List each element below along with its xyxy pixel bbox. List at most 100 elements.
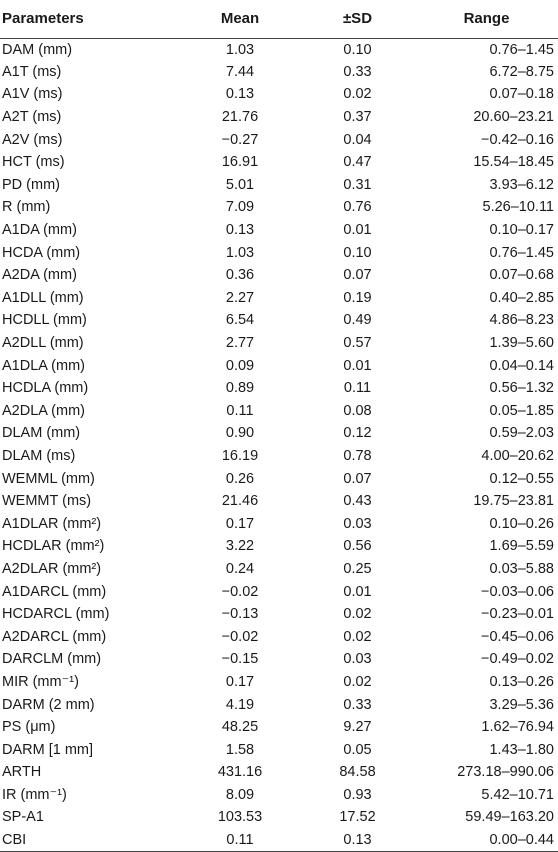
cell-parameter: ARTH xyxy=(2,764,42,781)
cell-range: 20.60–23.21 xyxy=(473,109,554,126)
cell-parameter: A1DA (mm) xyxy=(2,222,77,239)
cell-parameter: WEMML (mm) xyxy=(2,470,95,487)
cell-mean: 7.09 xyxy=(225,199,255,216)
cell-parameter: A2V (ms) xyxy=(2,131,63,148)
cell-range: 4.86–8.23 xyxy=(489,312,554,329)
cell-mean: 0.89 xyxy=(225,380,255,397)
cell-sd: 0.25 xyxy=(343,560,372,577)
table-row: PS (μm) 48.25 9.27 1.62–76.94 xyxy=(0,716,558,739)
cell-sd: 0.03 xyxy=(343,515,372,532)
cell-parameter: HCDLA (mm) xyxy=(2,380,89,397)
cell-parameter: HCDLAR (mm²) xyxy=(2,538,105,555)
cell-sd: 84.58 xyxy=(339,764,376,781)
table-row: CBI 0.11 0.13 0.00–0.44 xyxy=(0,828,558,852)
table-row: HCDA (mm) 1.03 0.10 0.76–1.45 xyxy=(0,241,558,264)
cell-parameter: R (mm) xyxy=(2,199,51,216)
table-row: A2DA (mm) 0.36 0.07 0.07–0.68 xyxy=(0,264,558,287)
cell-sd: 0.43 xyxy=(343,493,372,510)
cell-mean: 8.09 xyxy=(225,786,255,803)
cell-mean: 6.54 xyxy=(225,312,255,329)
cell-parameter: A1DLL (mm) xyxy=(2,289,84,306)
cell-mean: 2.27 xyxy=(225,289,255,306)
table-row: A1V (ms) 0.13 0.02 0.07–0.18 xyxy=(0,83,558,106)
header-mean: Mean xyxy=(180,0,300,39)
cell-mean: 0.36 xyxy=(225,267,255,284)
cell-mean: 0.24 xyxy=(225,560,255,577)
cell-sd: 0.56 xyxy=(343,538,372,555)
cell-mean: 431.16 xyxy=(217,764,263,781)
cell-mean: 0.26 xyxy=(225,470,255,487)
cell-range: 3.29–5.36 xyxy=(489,696,554,713)
cell-sd: 0.33 xyxy=(343,696,372,713)
cell-range: 1.62–76.94 xyxy=(481,719,554,736)
cell-mean: 1.03 xyxy=(225,244,255,261)
table-row: DLAM (mm) 0.90 0.12 0.59–2.03 xyxy=(0,422,558,445)
cell-sd: 0.01 xyxy=(343,222,372,239)
cell-sd: 0.93 xyxy=(343,786,372,803)
cell-range: 0.07–0.18 xyxy=(489,86,554,103)
cell-range: 0.40–2.85 xyxy=(489,289,554,306)
cell-range: 4.00–20.62 xyxy=(481,447,554,464)
table-row: A1DLL (mm) 2.27 0.19 0.40–2.85 xyxy=(0,287,558,310)
cell-range: 0.07–0.68 xyxy=(489,267,554,284)
cell-parameter: HCT (ms) xyxy=(2,154,65,171)
cell-mean: 1.58 xyxy=(225,741,255,758)
cell-parameter: DLAM (ms) xyxy=(2,447,76,464)
cell-range: 0.10–0.26 xyxy=(489,515,554,532)
cell-parameter: A1DARCL (mm) xyxy=(2,583,107,600)
cell-range: −0.49–0.02 xyxy=(481,651,554,668)
cell-mean: 1.03 xyxy=(225,41,255,58)
cell-mean: 0.13 xyxy=(225,86,255,103)
cell-range: 3.93–6.12 xyxy=(489,176,554,193)
cell-range: 0.76–1.45 xyxy=(489,244,554,261)
table-row: A2V (ms) −0.27 0.04 −0.42–0.16 xyxy=(0,128,558,151)
cell-sd: 0.49 xyxy=(343,312,372,329)
table-row: R (mm) 7.09 0.76 5.26–10.11 xyxy=(0,196,558,219)
cell-parameter: A2DARCL (mm) xyxy=(2,628,107,645)
cell-range: 0.12–0.55 xyxy=(489,470,554,487)
cell-range: 6.72–8.75 xyxy=(489,63,554,80)
cell-sd: 0.02 xyxy=(343,673,372,690)
cell-parameter: PS (μm) xyxy=(2,719,56,736)
cell-mean: 0.13 xyxy=(225,222,255,239)
cell-range: 0.04–0.14 xyxy=(489,357,554,374)
cell-sd: 0.10 xyxy=(343,41,372,58)
table-row: MIR (mm⁻¹) 0.17 0.02 0.13–0.26 xyxy=(0,671,558,694)
cell-range: 273.18–990.06 xyxy=(457,764,554,781)
cell-mean: 0.17 xyxy=(225,673,255,690)
table-row: ARTH 431.16 84.58 273.18–990.06 xyxy=(0,761,558,784)
cell-mean: 3.22 xyxy=(225,538,255,555)
cell-mean: 7.44 xyxy=(225,63,255,80)
cell-range: 0.03–5.88 xyxy=(489,560,554,577)
header-parameters: Parameters xyxy=(0,0,180,39)
table-row: A2DARCL (mm) −0.02 0.02 −0.45–0.06 xyxy=(0,625,558,648)
cell-range: 1.69–5.59 xyxy=(489,538,554,555)
table-row: A1DARCL (mm) −0.02 0.01 −0.03–0.06 xyxy=(0,580,558,603)
cell-parameter: A2DLL (mm) xyxy=(2,335,84,352)
cell-range: 1.39–5.60 xyxy=(489,335,554,352)
cell-range: 0.05–1.85 xyxy=(489,402,554,419)
cell-parameter: A1DLAR (mm²) xyxy=(2,515,102,532)
cell-range: 0.13–0.26 xyxy=(489,673,554,690)
cell-range: 0.10–0.17 xyxy=(489,222,554,239)
table-row: DLAM (ms) 16.19 0.78 4.00–20.62 xyxy=(0,445,558,468)
table-row: A1T (ms) 7.44 0.33 6.72–8.75 xyxy=(0,61,558,84)
cell-range: 5.26–10.11 xyxy=(482,199,555,216)
cell-parameter: PD (mm) xyxy=(2,176,60,193)
table-row: A2T (ms) 21.76 0.37 20.60–23.21 xyxy=(0,106,558,129)
table-row: DARM [1 mm] 1.58 0.05 1.43–1.80 xyxy=(0,738,558,761)
cell-range: 59.49–163.20 xyxy=(465,809,554,826)
cell-sd: 0.31 xyxy=(343,176,372,193)
cell-sd: 0.78 xyxy=(343,447,372,464)
cell-sd: 0.12 xyxy=(343,425,372,442)
cell-sd: 0.57 xyxy=(343,335,372,352)
cell-mean: −0.02 xyxy=(221,583,259,600)
cell-range: 5.42–10.71 xyxy=(481,786,554,803)
cell-parameter: SP-A1 xyxy=(2,809,44,826)
cell-sd: 0.02 xyxy=(343,628,372,645)
cell-range: 0.00–0.44 xyxy=(415,828,558,852)
cell-sd: 0.03 xyxy=(343,651,372,668)
cell-mean: −0.02 xyxy=(221,628,259,645)
cell-mean: 16.19 xyxy=(221,447,259,464)
